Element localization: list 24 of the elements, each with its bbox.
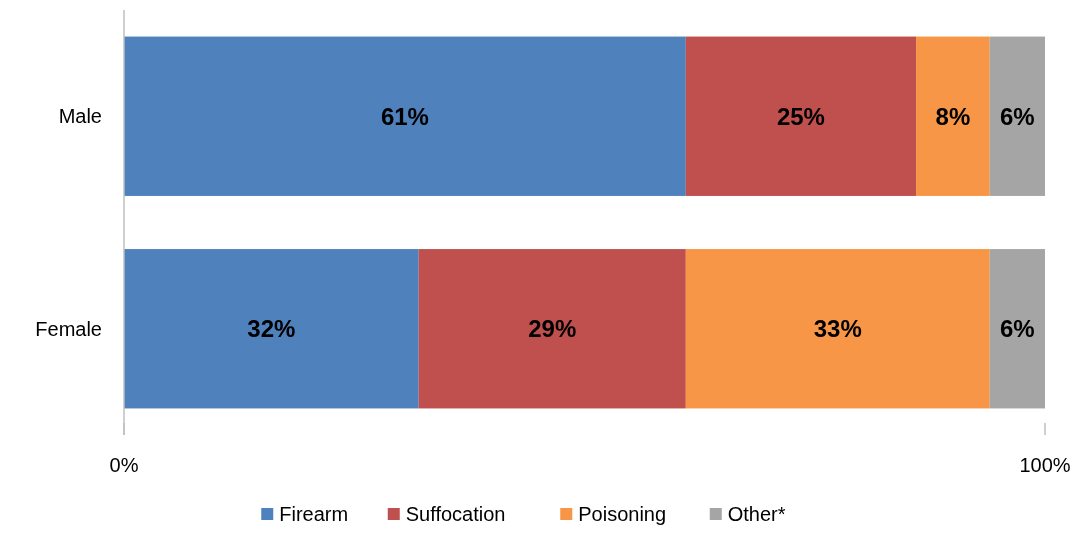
legend-label: Firearm <box>279 503 349 525</box>
x-tick-label: 0% <box>109 454 139 476</box>
legend-label: Poisoning <box>578 503 667 525</box>
data-label: 6% <box>1000 102 1035 130</box>
bar <box>685 36 917 196</box>
bar <box>989 36 1045 196</box>
data-label: 6% <box>1000 315 1035 343</box>
data-label: 33% <box>813 315 862 343</box>
bar <box>124 36 686 196</box>
legend-label: Suffocation <box>405 503 506 525</box>
data-label: 25% <box>776 102 825 130</box>
y-tick-label: Female <box>35 317 102 340</box>
bar <box>418 249 686 409</box>
data-label: 61% <box>380 102 429 130</box>
data-label: 8% <box>935 102 971 130</box>
bar <box>685 249 990 409</box>
data-label: 32% <box>247 315 296 343</box>
y-tick-label: Male <box>58 105 102 128</box>
data-label: 29% <box>528 315 577 343</box>
bar <box>916 36 990 196</box>
legend-label: Other* <box>727 503 786 525</box>
x-tick-label: 100% <box>1019 454 1071 476</box>
bar <box>989 249 1045 409</box>
bar <box>124 249 419 409</box>
